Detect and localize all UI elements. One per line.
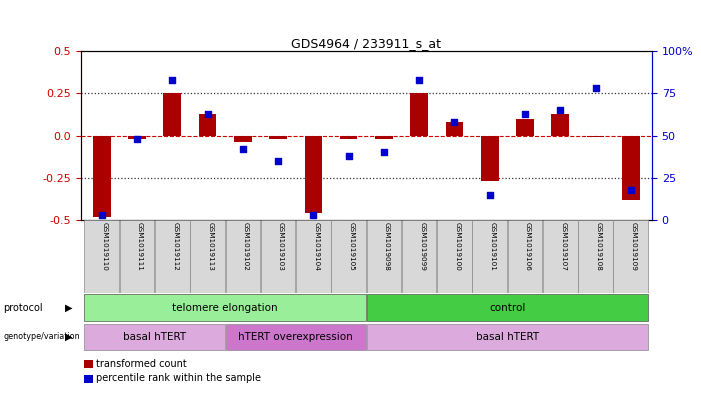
Bar xyxy=(155,220,189,293)
Bar xyxy=(340,136,358,139)
Bar xyxy=(516,119,533,136)
Bar xyxy=(543,220,578,293)
Text: telomere elongation: telomere elongation xyxy=(172,303,278,312)
Bar xyxy=(234,136,252,142)
Text: control: control xyxy=(489,303,526,312)
Bar xyxy=(163,93,181,136)
Text: basal hTERT: basal hTERT xyxy=(476,332,539,342)
Text: transformed count: transformed count xyxy=(96,358,186,369)
Text: basal hTERT: basal hTERT xyxy=(123,332,186,342)
Bar xyxy=(226,220,260,293)
Bar xyxy=(613,220,648,293)
Point xyxy=(167,77,178,83)
Text: ▶: ▶ xyxy=(65,332,73,342)
Bar xyxy=(85,294,366,321)
Text: GSM1019107: GSM1019107 xyxy=(560,222,566,270)
Bar xyxy=(332,220,366,293)
Text: GSM1019112: GSM1019112 xyxy=(172,222,178,270)
Text: genotype/variation: genotype/variation xyxy=(4,332,80,342)
Point xyxy=(308,212,319,218)
Bar xyxy=(84,360,93,368)
Bar xyxy=(552,114,569,136)
Point xyxy=(202,110,213,117)
Bar xyxy=(85,324,225,350)
Title: GDS4964 / 233911_s_at: GDS4964 / 233911_s_at xyxy=(292,37,441,50)
Text: GSM1019099: GSM1019099 xyxy=(419,222,426,270)
Text: hTERT overexpression: hTERT overexpression xyxy=(238,332,353,342)
Bar xyxy=(120,220,154,293)
Point xyxy=(590,85,601,92)
Bar xyxy=(85,220,119,293)
Bar xyxy=(304,136,322,213)
Point xyxy=(96,212,107,218)
Bar xyxy=(269,136,287,139)
Text: GSM1019108: GSM1019108 xyxy=(596,222,601,270)
Point xyxy=(449,119,460,125)
Point xyxy=(484,191,496,198)
Bar xyxy=(367,324,648,350)
Bar xyxy=(437,220,472,293)
Text: GSM1019103: GSM1019103 xyxy=(278,222,284,270)
Bar xyxy=(375,136,393,139)
Text: GSM1019102: GSM1019102 xyxy=(243,222,249,270)
Text: GSM1019111: GSM1019111 xyxy=(137,222,143,270)
Point xyxy=(237,146,248,152)
Bar xyxy=(402,220,437,293)
Bar xyxy=(261,220,295,293)
Text: protocol: protocol xyxy=(4,303,43,312)
Bar xyxy=(226,324,366,350)
Text: GSM1019098: GSM1019098 xyxy=(384,222,390,270)
Text: GSM1019106: GSM1019106 xyxy=(525,222,531,270)
Bar xyxy=(481,136,498,181)
Point xyxy=(625,187,637,193)
Bar xyxy=(410,93,428,136)
Text: percentile rank within the sample: percentile rank within the sample xyxy=(96,373,261,384)
Bar xyxy=(296,220,331,293)
Text: GSM1019110: GSM1019110 xyxy=(102,222,108,270)
Bar xyxy=(128,136,146,139)
Bar xyxy=(578,220,613,293)
Point xyxy=(131,136,142,142)
Bar xyxy=(190,220,225,293)
Point xyxy=(554,107,566,113)
Text: GSM1019105: GSM1019105 xyxy=(348,222,355,270)
Point xyxy=(273,158,284,164)
Bar xyxy=(84,375,93,383)
Bar xyxy=(446,122,463,136)
Text: GSM1019113: GSM1019113 xyxy=(207,222,214,270)
Text: ▶: ▶ xyxy=(65,303,73,312)
Text: GSM1019104: GSM1019104 xyxy=(313,222,320,270)
Bar xyxy=(367,220,401,293)
Text: GSM1019109: GSM1019109 xyxy=(631,222,637,270)
Bar xyxy=(508,220,543,293)
Text: GSM1019100: GSM1019100 xyxy=(454,222,461,270)
Bar xyxy=(622,136,639,200)
Bar xyxy=(93,136,111,217)
Point xyxy=(519,110,531,117)
Bar xyxy=(472,220,507,293)
Bar xyxy=(587,136,604,137)
Bar xyxy=(367,294,648,321)
Point xyxy=(343,153,354,159)
Point xyxy=(379,149,390,156)
Text: GSM1019101: GSM1019101 xyxy=(490,222,496,270)
Point xyxy=(414,77,425,83)
Bar xyxy=(199,114,217,136)
